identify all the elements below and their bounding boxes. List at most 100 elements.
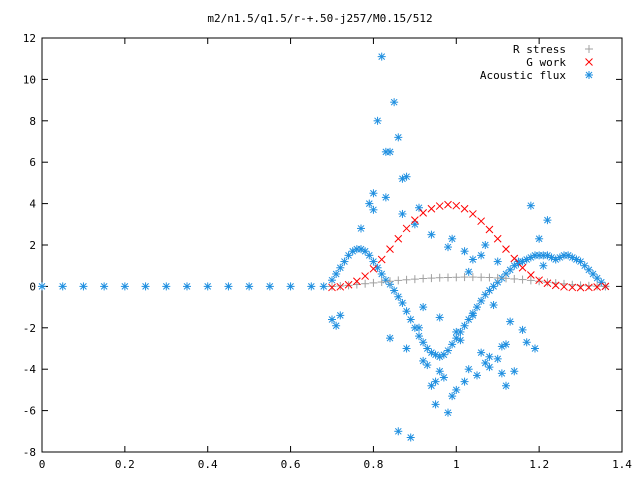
data-point — [360, 279, 370, 289]
data-point — [505, 317, 515, 327]
data-point — [493, 234, 502, 243]
x-tick-label: 1.2 — [529, 458, 549, 471]
data-point — [435, 202, 444, 211]
legend-marker — [585, 58, 593, 66]
data-point — [385, 333, 395, 343]
y-tick-label: 0 — [29, 280, 36, 293]
data-point — [182, 281, 192, 291]
data-point — [414, 323, 424, 333]
series-layer — [37, 52, 610, 443]
data-point — [402, 344, 412, 353]
data-point — [368, 257, 378, 267]
data-point — [476, 250, 486, 260]
data-point — [480, 240, 490, 250]
data-point — [393, 275, 403, 285]
y-tick-label: -8 — [23, 446, 36, 459]
data-point — [542, 277, 552, 287]
data-point — [530, 344, 540, 353]
data-point — [447, 391, 457, 401]
data-point — [476, 296, 486, 306]
data-point — [419, 208, 428, 217]
legend-label: Acoustic flux — [480, 69, 566, 82]
data-point — [510, 254, 519, 263]
chart-title: m2/n1.5/q1.5/r-+.50-j257/M0.15/512 — [207, 12, 432, 25]
y-tick-label: 6 — [29, 156, 36, 169]
data-point — [223, 281, 233, 291]
data-point — [394, 234, 403, 243]
data-point — [377, 255, 386, 264]
data-point — [286, 281, 296, 291]
data-point — [489, 300, 499, 310]
data-point — [381, 147, 391, 157]
data-point — [410, 274, 420, 284]
data-point — [393, 292, 403, 302]
data-point — [501, 339, 511, 349]
data-point — [501, 381, 511, 391]
data-point — [538, 261, 548, 271]
data-point — [443, 408, 453, 418]
data-point — [319, 281, 329, 291]
data-point — [451, 327, 461, 337]
data-point — [327, 315, 337, 325]
y-tick-label: -6 — [23, 405, 36, 418]
data-point — [455, 335, 465, 345]
data-point — [509, 274, 519, 284]
data-point — [306, 281, 316, 291]
data-point — [377, 269, 387, 279]
data-point — [426, 273, 436, 283]
data-point — [364, 199, 374, 209]
legend-marker — [584, 70, 594, 80]
x-tick-label: 0.8 — [363, 458, 383, 471]
data-point — [418, 337, 428, 347]
data-point — [389, 97, 399, 107]
data-point — [161, 281, 171, 291]
data-point — [493, 354, 503, 364]
data-point — [480, 358, 490, 368]
data-point — [377, 52, 387, 62]
data-point — [460, 377, 470, 387]
data-point — [497, 368, 507, 378]
data-point — [443, 273, 453, 282]
data-point — [534, 276, 544, 286]
plot-frame — [41, 37, 623, 453]
data-point — [414, 331, 424, 341]
data-point — [476, 348, 486, 358]
data-point — [472, 370, 482, 380]
data-point — [431, 399, 441, 409]
data-point — [410, 219, 420, 229]
data-point — [37, 281, 47, 291]
data-point — [339, 257, 349, 267]
data-point — [460, 321, 470, 331]
data-point — [426, 230, 436, 240]
x-tick-label: 0.4 — [198, 458, 218, 471]
legend-label: G work — [526, 56, 566, 69]
x-tick-label: 0.2 — [115, 458, 135, 471]
data-point — [78, 281, 88, 291]
data-point — [468, 254, 478, 264]
data-point — [477, 217, 486, 226]
data-point — [435, 312, 445, 322]
data-point — [484, 352, 494, 362]
data-point — [203, 281, 213, 291]
data-point — [265, 281, 275, 291]
data-point — [402, 275, 412, 285]
data-point — [418, 302, 428, 312]
data-point — [447, 339, 457, 349]
x-tick-label: 1.4 — [612, 458, 632, 471]
data-point — [468, 310, 478, 320]
data-point — [393, 426, 403, 436]
data-point — [452, 201, 461, 210]
data-point — [386, 245, 394, 254]
data-point — [418, 356, 428, 366]
data-point — [397, 174, 407, 184]
data-point — [584, 281, 594, 291]
data-point — [522, 337, 532, 347]
data-point — [361, 272, 370, 281]
data-point — [368, 205, 378, 215]
data-point — [447, 234, 457, 244]
data-point — [493, 257, 503, 267]
data-point — [356, 223, 366, 233]
data-point — [397, 209, 407, 219]
series-2 — [37, 52, 610, 443]
